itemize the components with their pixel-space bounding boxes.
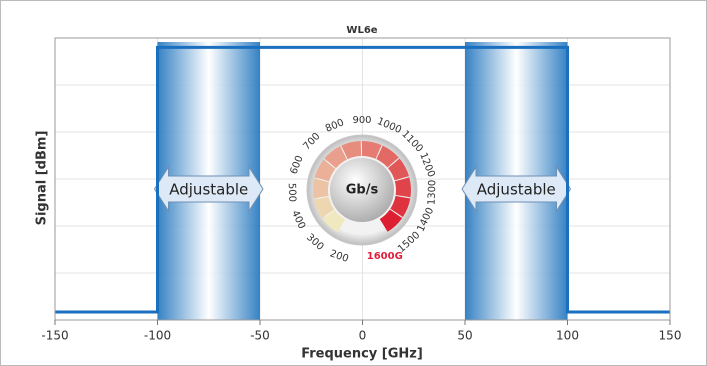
x-tick-label: -100 xyxy=(144,329,171,343)
gauge-segment xyxy=(313,196,335,219)
gauge-segment xyxy=(390,195,411,218)
x-axis-label: Frequency [GHz] xyxy=(301,347,423,362)
gauge-max-label: 1600G xyxy=(367,251,403,262)
gauge-segment xyxy=(379,209,403,232)
band-label: Adjustable xyxy=(169,181,248,199)
gauge-segment xyxy=(324,146,347,169)
x-tick-label: -50 xyxy=(250,329,270,343)
gauge-segment xyxy=(341,141,362,160)
band-label: Adjustable xyxy=(477,181,556,199)
x-tick-label: 100 xyxy=(556,329,579,343)
plot xyxy=(55,45,670,314)
signal-line xyxy=(55,45,670,314)
adjustable-arrow xyxy=(461,165,572,213)
x-tick-label: -150 xyxy=(41,329,68,343)
gauge-segment xyxy=(394,177,411,198)
gauge-segment xyxy=(313,178,329,199)
x-tick-label: 150 xyxy=(659,329,682,343)
gauge-label: 900 xyxy=(352,115,371,126)
gauge-unit: Gb/s xyxy=(346,183,379,198)
gauge-segment xyxy=(376,145,399,168)
adjustable-arrow xyxy=(153,165,264,213)
chart-title: WL6e xyxy=(346,25,377,36)
gauge-segment xyxy=(314,159,336,182)
gauge-segment xyxy=(322,210,345,233)
gauge-label: 500 xyxy=(286,183,298,202)
gauge-label: 1300 xyxy=(427,180,439,206)
bands: Adjustable Adjustable xyxy=(153,42,572,320)
gauge-segment xyxy=(388,158,409,181)
y-axis-label: Signal [dBm] xyxy=(35,131,50,226)
gauge-knob xyxy=(330,158,394,222)
x-tick-label: 50 xyxy=(457,329,472,343)
gauge-segment xyxy=(362,141,382,159)
x-tick-label: 0 xyxy=(359,329,367,343)
